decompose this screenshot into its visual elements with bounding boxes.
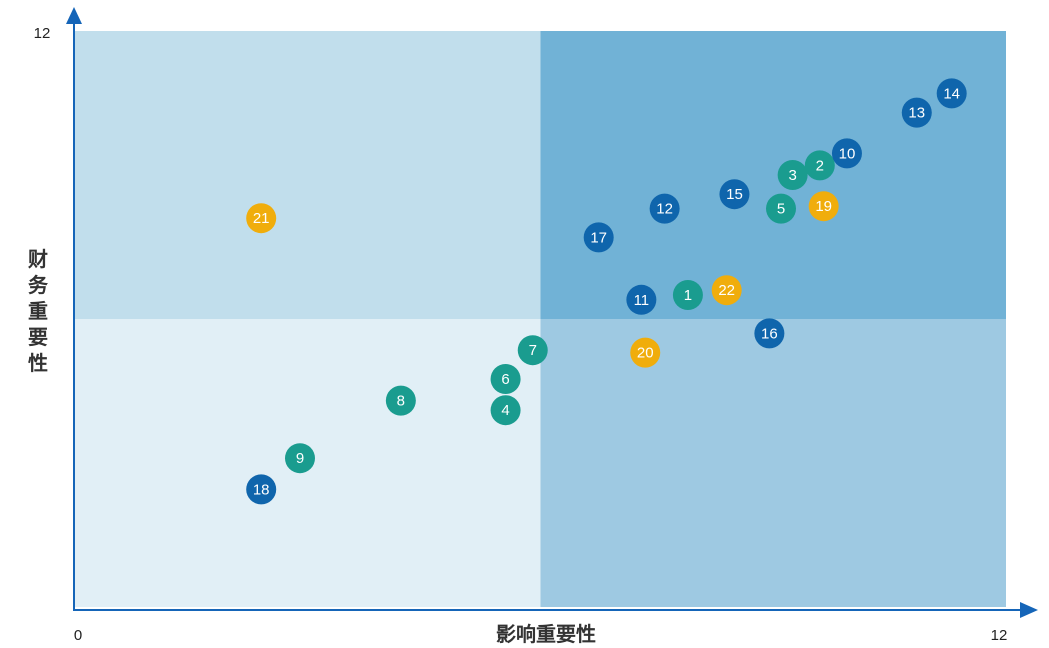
data-point-label: 2 — [816, 157, 824, 174]
data-point-label: 17 — [590, 229, 607, 246]
data-point-14: 14 — [936, 78, 967, 109]
data-point-marker — [517, 335, 548, 366]
quadrant-high-impact-low-financial — [540, 319, 1006, 607]
data-point-label: 4 — [501, 402, 509, 419]
data-point-2: 2 — [804, 150, 835, 181]
data-point-label: 19 — [815, 198, 832, 215]
data-point-12: 12 — [649, 193, 680, 224]
data-point-13: 13 — [901, 97, 932, 128]
data-point-label: 6 — [501, 371, 509, 388]
quadrant-backgrounds — [75, 31, 1006, 607]
x-tick-label-max: 12 — [991, 627, 1008, 644]
data-point-marker — [831, 138, 862, 169]
data-point-marker — [284, 443, 315, 474]
data-point-marker — [630, 337, 661, 368]
data-point-marker — [901, 97, 932, 128]
x-tick-label-min: 0 — [74, 627, 82, 644]
data-point-1: 1 — [672, 280, 703, 310]
data-point-17: 17 — [583, 222, 614, 253]
data-point-9: 9 — [284, 443, 315, 474]
data-point-marker — [672, 280, 703, 310]
data-point-marker — [808, 191, 839, 222]
data-point-marker — [804, 150, 835, 181]
quadrant-low-impact-high-financial — [75, 31, 541, 319]
data-point-6: 6 — [490, 364, 521, 394]
data-point-label: 20 — [637, 345, 654, 362]
data-point-label: 14 — [943, 85, 960, 102]
data-point-20: 20 — [630, 337, 661, 368]
data-point-3: 3 — [777, 160, 808, 190]
data-point-label: 8 — [397, 393, 405, 410]
quadrant-high-impact-high-financial — [540, 31, 1006, 319]
data-point-label: 21 — [253, 210, 270, 227]
y-axis-title: 财务重要性 — [28, 247, 49, 375]
data-point-label: 9 — [296, 450, 304, 467]
data-point-marker — [583, 222, 614, 253]
data-point-4: 4 — [490, 395, 521, 426]
data-point-marker — [711, 275, 742, 306]
data-point-marker — [246, 474, 277, 505]
data-point-marker — [246, 203, 277, 234]
data-point-label: 5 — [777, 201, 785, 218]
data-point-10: 10 — [831, 138, 862, 169]
data-point-marker — [385, 385, 416, 416]
data-point-marker — [626, 284, 657, 315]
data-point-11: 11 — [626, 284, 657, 315]
data-point-5: 5 — [766, 193, 797, 224]
data-point-19: 19 — [808, 191, 839, 222]
data-point-16: 16 — [754, 318, 785, 349]
y-tick-label-max: 12 — [34, 25, 51, 42]
data-point-marker — [766, 193, 797, 224]
data-point-marker — [490, 395, 521, 426]
data-point-label: 18 — [253, 481, 270, 498]
y-axis-arrow — [66, 7, 82, 24]
data-point-label: 16 — [761, 325, 778, 342]
data-point-7: 7 — [517, 335, 548, 366]
data-point-18: 18 — [246, 474, 277, 505]
x-axis-title: 影响重要性 — [496, 622, 596, 646]
data-point-label: 12 — [656, 201, 673, 218]
x-axis-arrow — [1020, 602, 1038, 618]
data-point-label: 1 — [684, 287, 692, 304]
data-point-label: 11 — [634, 292, 650, 309]
data-point-label: 3 — [788, 167, 796, 184]
data-point-label: 7 — [529, 342, 537, 359]
data-point-21: 21 — [246, 203, 277, 234]
axes — [66, 7, 1038, 618]
data-point-label: 10 — [839, 145, 856, 162]
data-point-marker — [936, 78, 967, 109]
data-point-marker — [754, 318, 785, 349]
data-point-marker — [719, 179, 750, 210]
data-point-15: 15 — [719, 179, 750, 210]
data-point-label: 15 — [726, 186, 743, 203]
data-point-marker — [649, 193, 680, 224]
data-point-marker — [777, 160, 808, 190]
data-point-marker — [490, 364, 521, 394]
data-point-22: 22 — [711, 275, 742, 306]
data-point-label: 22 — [718, 282, 735, 299]
data-point-8: 8 — [385, 385, 416, 416]
data-point-label: 13 — [908, 105, 925, 122]
